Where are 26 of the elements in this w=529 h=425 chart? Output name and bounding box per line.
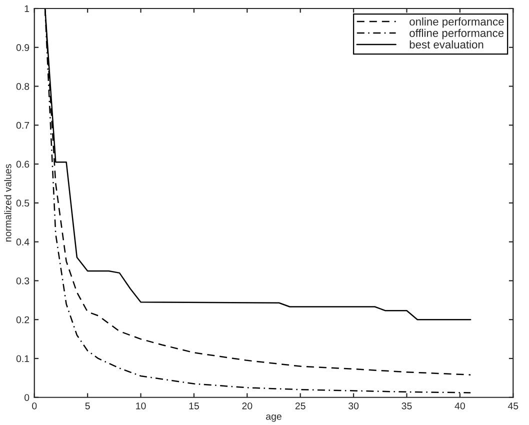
y-tick-label: 0.1	[16, 355, 30, 362]
y-tick-label: 0.7	[16, 122, 30, 129]
y-tick-label: 0.5	[16, 200, 30, 207]
legend-label: best evaluation	[410, 40, 484, 48]
y-tick-label: 1	[24, 5, 30, 12]
x-tick-label: 5	[85, 402, 90, 410]
y-tick-label: 0.9	[16, 44, 30, 52]
y-tick-label: 0.6	[16, 160, 30, 168]
x-tick-label: 20	[242, 402, 252, 410]
legend-label: online performance	[410, 17, 504, 28]
x-axis-title: age	[266, 414, 282, 422]
y-tick-label: 0.4	[16, 238, 30, 246]
x-tick-label: 30	[348, 402, 359, 410]
y-tick-label: 0.3	[16, 277, 30, 284]
legend-label: offline performance	[410, 28, 504, 40]
x-tick-label: 40	[454, 402, 465, 410]
x-tick-label: 35	[402, 402, 412, 410]
y-tick-label: 0.2	[16, 316, 30, 324]
x-tick-label: 25	[295, 402, 306, 410]
x-tick-label: 45	[508, 402, 518, 410]
x-tick-label: 10	[136, 402, 146, 410]
x-tick-label: 15	[189, 402, 199, 410]
y-axis-title: normalized values	[4, 164, 12, 242]
y-tick-label: 0	[24, 394, 30, 401]
x-tick-label: 0	[32, 402, 37, 410]
y-tick-label: 0.8	[16, 83, 30, 90]
